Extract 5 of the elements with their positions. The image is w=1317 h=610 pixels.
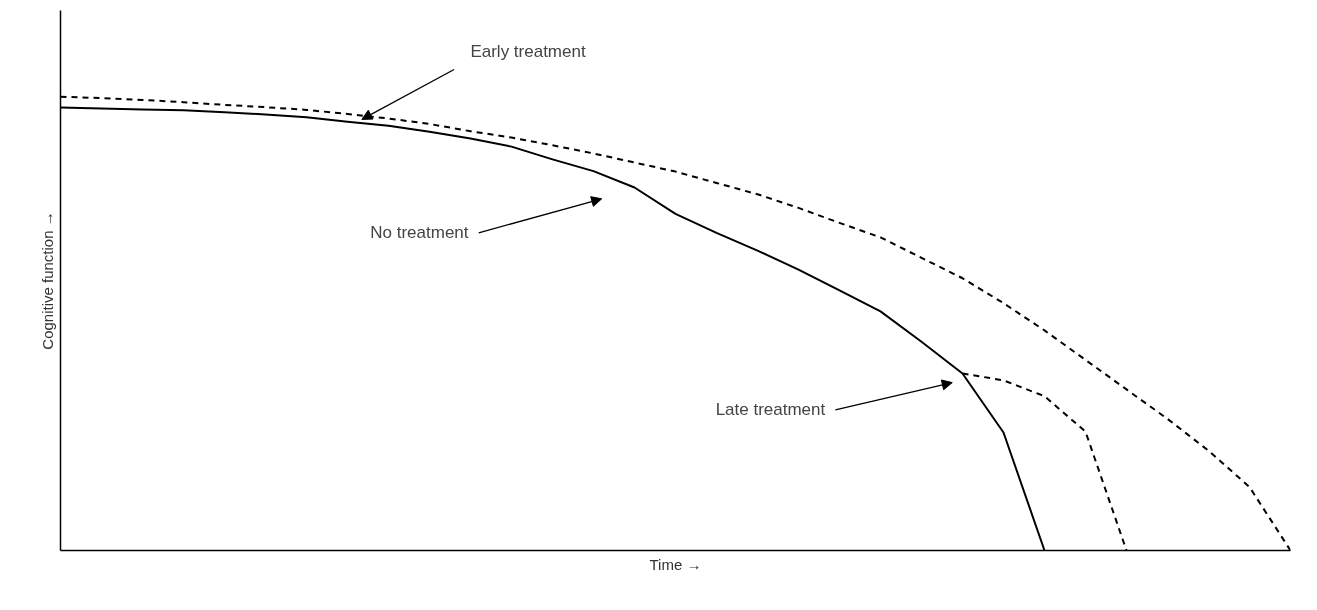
annotation: No treatment	[370, 223, 469, 243]
text: Early treatment	[470, 41, 586, 61]
annotation: Late treatment	[715, 400, 826, 420]
x-axis-title: Time →	[649, 555, 702, 573]
y-axis-title: Cognitive function →	[38, 211, 56, 350]
